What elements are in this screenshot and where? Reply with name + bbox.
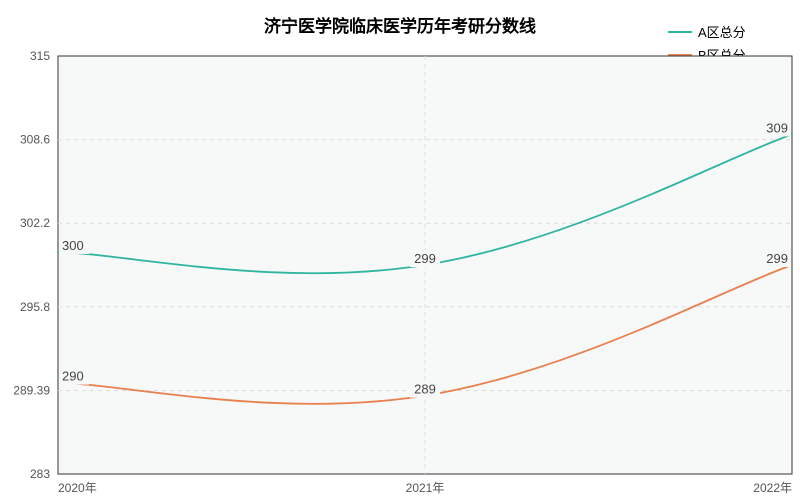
- point-label: 299: [414, 251, 436, 266]
- y-axis-label: 283: [30, 467, 50, 481]
- point-label: 300: [62, 238, 84, 253]
- point-label: 290: [62, 369, 84, 384]
- x-axis-label: 2022年: [753, 481, 792, 495]
- point-label: 299: [766, 251, 788, 266]
- y-axis-label: 295.8: [20, 300, 50, 314]
- y-axis-label: 315: [30, 49, 50, 63]
- chart-container: 济宁医学院临床医学历年考研分数线 A区总分 B区总分 283289.39295.…: [0, 0, 800, 500]
- chart-svg: 283 289.39 295.8 302.2 308.6 315 2020年 2021年 202…: [0, 0, 800, 500]
- y-axis-label: 289.39: [13, 384, 50, 398]
- x-axis-label: 2021年: [406, 481, 445, 495]
- point-label: 309: [766, 120, 788, 135]
- point-label: 289: [414, 382, 436, 397]
- y-axis-label: 308.6: [20, 133, 50, 147]
- x-axis-label: 2020年: [58, 481, 97, 495]
- y-axis-label: 302.2: [20, 216, 50, 230]
